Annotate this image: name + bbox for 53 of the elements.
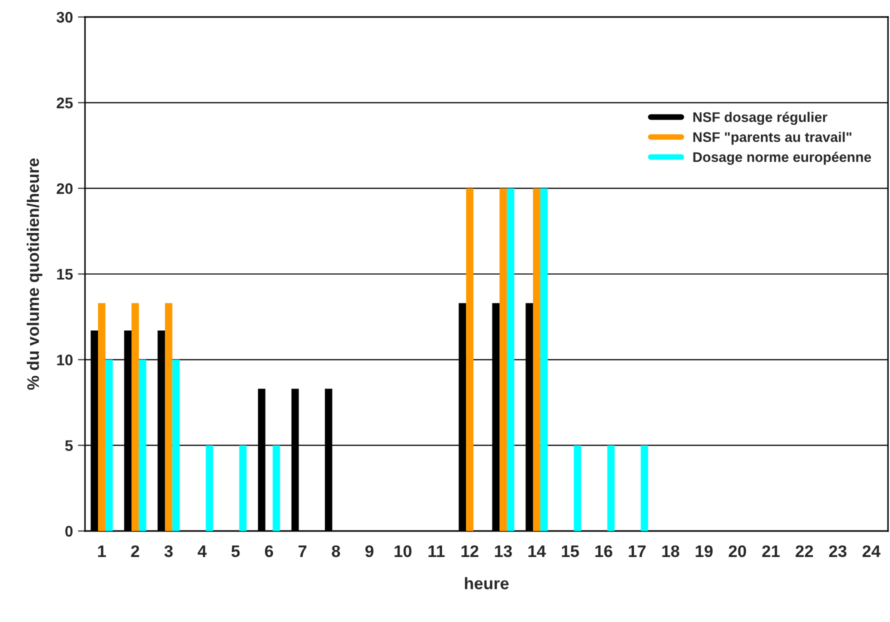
y-tick-label: 5 [65,440,73,452]
bar [540,188,548,531]
bar [533,188,540,531]
bar [164,303,172,531]
x-tick-label: 15 [562,546,579,558]
x-tick-label: 6 [264,545,274,558]
legend-label: NSF dosage régulier [693,112,828,125]
legend-label: NSF "parents au travail" [693,132,852,145]
x-tick-label: 18 [662,545,680,558]
x-tick-label: 20 [728,545,746,558]
x-tick-label: 21 [762,545,780,557]
bar [506,188,514,531]
x-tick-label: 17 [628,546,646,557]
x-tick-label: 12 [462,545,478,557]
x-tick-label: 11 [428,546,445,557]
x-tick-label: 3 [164,545,173,558]
y-axis-title: % du volume quotidien/heure [26,158,42,390]
bar [640,445,648,531]
x-tick-label: 10 [394,545,412,558]
x-tick-label: 8 [332,545,340,558]
bar [138,360,146,531]
bar [500,188,507,531]
bar [272,445,280,531]
legend-label: Dosage norme européenne [693,152,872,165]
x-tick-label: 2 [131,545,140,557]
y-tick-label: 15 [57,269,73,280]
x-tick-label: 9 [365,545,374,558]
x-tick-label: 7 [298,546,306,557]
bar [574,445,582,531]
x-tick-label: 23 [829,545,846,558]
bar [239,445,247,531]
x-tick-label: 19 [696,545,713,558]
x-tick-label: 14 [528,546,546,557]
x-axis-title: heure [464,577,509,590]
y-tick-label: 30 [56,12,73,23]
x-tick-label: 1 [98,546,106,557]
y-tick-label: 20 [56,183,73,194]
y-tick-label: 25 [56,98,73,108]
x-tick-label: 4 [198,546,207,557]
bar [105,360,113,531]
bar [98,303,106,531]
bar [466,188,474,531]
x-tick-label: 22 [796,545,813,557]
x-tick-label: 24 [862,545,880,557]
x-tick-label: 16 [595,545,612,558]
x-tick-label: 5 [231,546,240,558]
y-tick-label: 10 [57,354,73,366]
bar [206,445,214,531]
x-tick-label: 13 [495,545,512,558]
bar [132,303,139,531]
y-tick-label: 0 [65,526,73,537]
bar [172,360,180,531]
bar [607,445,615,531]
